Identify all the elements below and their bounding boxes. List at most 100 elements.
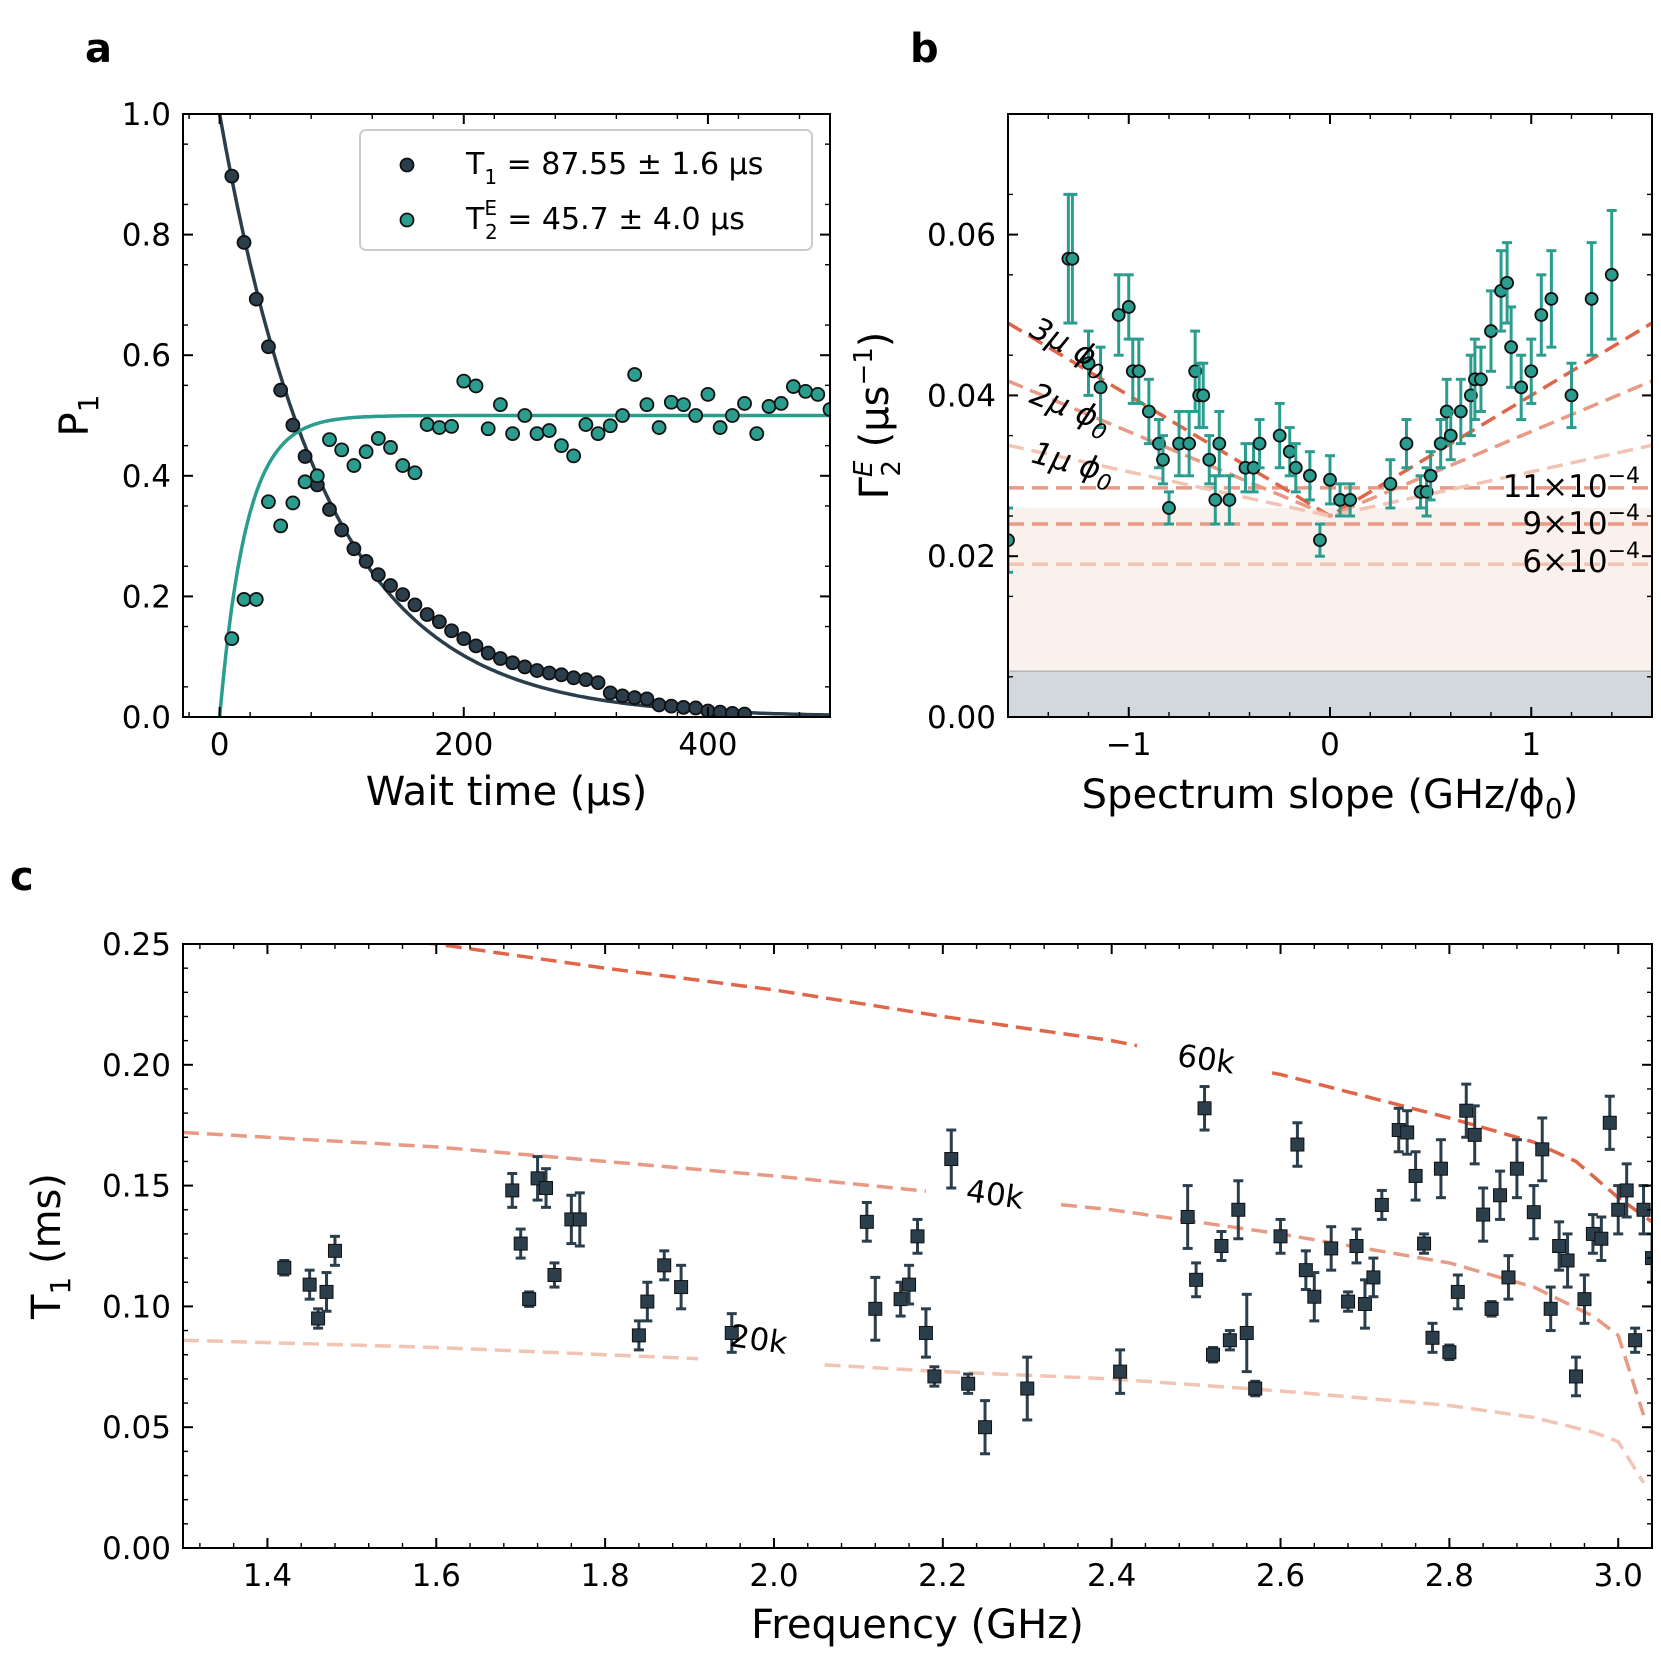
t2e-data-point xyxy=(431,420,447,435)
gamma-data-point xyxy=(1212,436,1227,451)
y-tick-label: 0.10 xyxy=(102,1289,171,1325)
t2e-data-point xyxy=(627,367,643,382)
t1-data-point xyxy=(505,1183,520,1198)
t1-data-point xyxy=(1493,1188,1508,1203)
text-part: T xyxy=(24,1294,70,1320)
gamma-data-point xyxy=(1272,428,1287,443)
text-part: 2 xyxy=(877,460,907,477)
gamma-data-point xyxy=(1604,267,1619,282)
text-part: (µs xyxy=(852,386,898,461)
t1-data-point xyxy=(1417,1236,1432,1251)
t1-data-point xyxy=(1628,1333,1643,1348)
y-tick-label: 0.00 xyxy=(102,1531,171,1567)
gamma-data-point xyxy=(1544,292,1559,306)
x-tick-label: 1.8 xyxy=(580,1558,629,1594)
t1-data-point xyxy=(910,1229,925,1244)
text-part: 11×10 xyxy=(1503,469,1608,505)
t1-data-point xyxy=(1341,1294,1356,1309)
t1-data-point xyxy=(1619,1183,1634,1198)
t1-data-point xyxy=(615,688,630,704)
y-tick-label: 0.00 xyxy=(927,700,996,736)
x-tick-label: 0 xyxy=(1320,727,1340,763)
t2e-data-point xyxy=(810,386,826,402)
t1-data-point xyxy=(944,1152,959,1167)
t1-data-point xyxy=(1290,1137,1305,1152)
y-tick-label: 0.05 xyxy=(102,1410,171,1446)
gamma-data-point xyxy=(1343,493,1358,507)
gamma-data-point xyxy=(1111,308,1126,322)
x-tick-label: 0 xyxy=(210,727,230,763)
y-tick-label: 0.02 xyxy=(927,539,996,575)
text-part: −4 xyxy=(1608,539,1640,564)
text-part: 1 xyxy=(72,395,105,413)
t1-data-point xyxy=(492,651,508,666)
t1-data-point xyxy=(444,623,459,639)
t2e-data-point xyxy=(273,518,289,534)
t2e-data-point xyxy=(529,426,545,441)
t1-data-point xyxy=(261,339,276,355)
t1-data-point xyxy=(1560,1253,1575,1268)
gamma-data-point xyxy=(1081,356,1096,371)
model-curve-label: 60k xyxy=(1175,1038,1237,1082)
t1-data-point xyxy=(236,235,252,250)
t2e-data-point xyxy=(334,442,350,458)
t2e-data-point xyxy=(785,379,801,394)
y-axis-title-c: T1 (ms) xyxy=(24,1173,77,1320)
t2e-data-point xyxy=(480,421,496,437)
gamma-data-point xyxy=(1584,292,1599,306)
gamma-data-point xyxy=(1423,468,1438,483)
legend-marker-t1 xyxy=(399,157,415,173)
t1-data-point xyxy=(1602,1115,1617,1130)
t1-data-point xyxy=(1509,1161,1524,1176)
model-curve-60k xyxy=(417,944,1138,1048)
dielectric-label: 11×10−4 xyxy=(1503,464,1640,505)
t1-data-point xyxy=(640,1294,655,1309)
legend-box xyxy=(359,129,813,251)
t1-data-point xyxy=(1433,1161,1448,1176)
t1-data-point xyxy=(1222,1333,1237,1348)
t1-data-point xyxy=(1552,1239,1567,1253)
t1-data-point xyxy=(302,1277,317,1292)
text-part: E xyxy=(484,196,497,220)
t2e-data-point xyxy=(395,458,411,473)
gamma-data-point xyxy=(1484,324,1498,338)
t1-data-point xyxy=(1366,1270,1381,1285)
t1-data-point xyxy=(590,675,606,691)
text-part: 0 xyxy=(1094,469,1114,497)
y-axis-title-a: P1 xyxy=(52,395,105,437)
x-tick-label: 2.8 xyxy=(1425,1558,1474,1594)
t1-data-point xyxy=(1189,1272,1204,1287)
x-axis-title-b: Spectrum slope (GHz/ϕ0) xyxy=(1082,772,1579,825)
t1-data-point xyxy=(978,1420,993,1435)
t1-data-point xyxy=(1349,1239,1364,1253)
gamma-data-point xyxy=(1313,533,1327,548)
t1-data-point xyxy=(456,631,472,647)
t1-data-point xyxy=(517,659,533,675)
t1-data-point xyxy=(248,291,264,307)
t2e-data-point xyxy=(651,420,667,435)
gamma-data-point xyxy=(1500,275,1514,290)
t2e-data-point xyxy=(688,408,704,423)
t1-data-point xyxy=(1543,1301,1558,1316)
gamma-data-point xyxy=(1222,493,1237,507)
gamma-data-point xyxy=(1534,308,1549,322)
x-tick-label: 1.6 xyxy=(412,1558,461,1594)
t1-data-point xyxy=(639,691,655,707)
t2e-data-point xyxy=(737,396,752,411)
t2e-data-point xyxy=(712,420,728,435)
y-tick-label: 0.4 xyxy=(122,459,171,495)
flux-noise-line xyxy=(1008,379,1652,518)
t2e-data-point xyxy=(224,631,240,647)
t1-data-point xyxy=(1611,1202,1626,1217)
t1-data-point xyxy=(1205,1347,1220,1362)
y-tick-label: 0.0 xyxy=(122,700,171,736)
plot-frame xyxy=(182,113,831,718)
t1-data-point xyxy=(961,1376,976,1391)
t1-data-point xyxy=(1273,1229,1288,1244)
t1-data-point xyxy=(1594,1231,1609,1246)
t1-data-point xyxy=(1484,1301,1499,1316)
x-tick-label: 200 xyxy=(434,727,493,763)
t2e-data-point xyxy=(639,397,655,413)
gamma-data-point xyxy=(1202,452,1217,467)
t1-data-point xyxy=(277,1260,292,1275)
